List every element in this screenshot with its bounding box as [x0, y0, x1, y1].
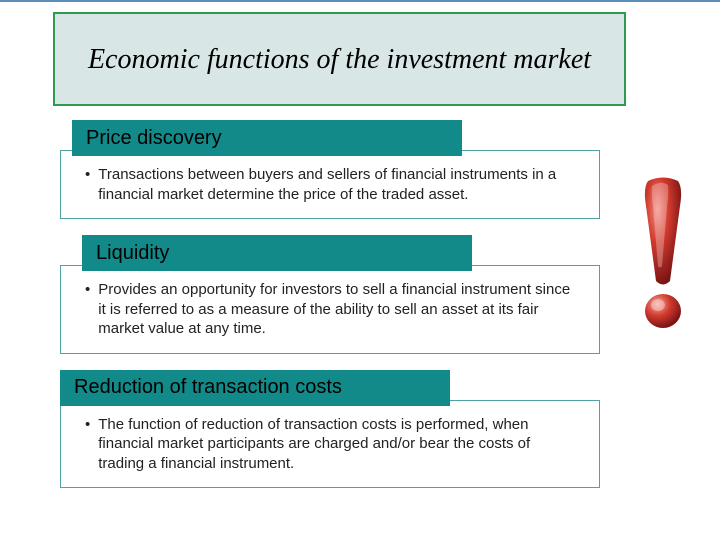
bullet-row: • Transactions between buyers and seller… — [85, 165, 579, 204]
bullet-dot: • — [85, 165, 90, 204]
section-body: • Provides an opportunity for investors … — [60, 265, 600, 354]
bullet-dot: • — [85, 280, 90, 339]
title-text: Economic functions of the investment mar… — [88, 42, 591, 77]
title-box: Economic functions of the investment mar… — [53, 12, 626, 106]
bullet-row: • Provides an opportunity for investors … — [85, 280, 579, 339]
bullet-text: Provides an opportunity for investors to… — [98, 280, 579, 339]
top-rule — [0, 0, 720, 2]
bullet-text: The function of reduction of transaction… — [98, 415, 579, 474]
bullet-text: Transactions between buyers and sellers … — [98, 165, 579, 204]
section-heading: Liquidity — [82, 235, 472, 271]
section-liquidity: Liquidity • Provides an opportunity for … — [60, 235, 600, 354]
exclamation-icon — [628, 176, 698, 336]
bullet-row: • The function of reduction of transacti… — [85, 415, 579, 474]
section-heading: Reduction of transaction costs — [60, 370, 450, 406]
section-body: • The function of reduction of transacti… — [60, 400, 600, 489]
section-heading: Price discovery — [72, 120, 462, 156]
section-price-discovery: Price discovery • Transactions between b… — [60, 120, 600, 219]
section-transaction-costs: Reduction of transaction costs • The fun… — [60, 370, 600, 489]
sections-container: Price discovery • Transactions between b… — [60, 120, 600, 504]
section-body: • Transactions between buyers and seller… — [60, 150, 600, 219]
bullet-dot: • — [85, 415, 90, 474]
